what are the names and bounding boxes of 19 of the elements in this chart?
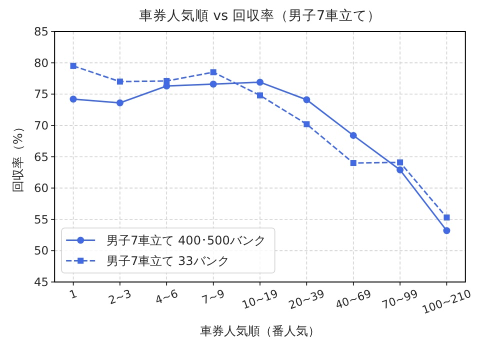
y-axis-title: 回収率（%） <box>11 121 25 192</box>
x-tick-label: 2~3 <box>106 287 134 308</box>
legend-label: 男子7車立て 400･500バンク <box>106 233 266 248</box>
y-tick-label: 65 <box>34 150 49 164</box>
y-tick-label: 55 <box>34 212 49 226</box>
y-tick-label: 60 <box>34 181 49 196</box>
x-tick-label: 4~6 <box>154 287 180 308</box>
x-tick-label: 40~69 <box>334 287 374 312</box>
x-tick-label: 7~9 <box>200 287 226 308</box>
y-tick-label: 80 <box>34 56 49 70</box>
y-tick-label: 85 <box>34 24 49 38</box>
y-tick-label: 45 <box>34 275 49 289</box>
x-tick-label: 1 <box>68 287 79 302</box>
y-tick-label: 50 <box>34 244 49 258</box>
x-axis-title: 車券人気順（番人気） <box>200 324 320 338</box>
y-tick-label: 75 <box>34 87 49 102</box>
legend-label: 男子7車立て 33バンク <box>106 254 230 268</box>
chart-title: 車券人気順 vs 回収率（男子7車立て） <box>138 8 382 24</box>
y-tick-label: 70 <box>34 118 49 132</box>
